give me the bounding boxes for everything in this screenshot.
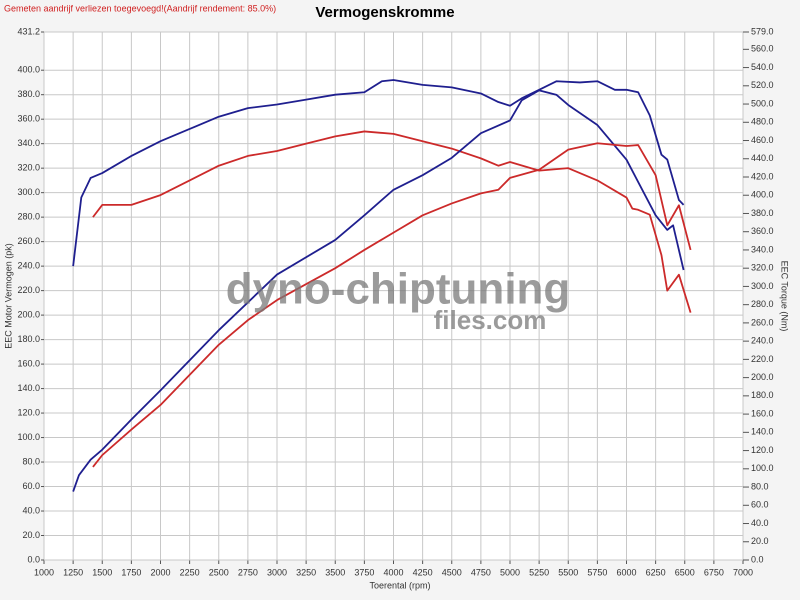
- x-tick-label: 1000: [34, 567, 54, 577]
- y-tick-label: 280.0: [17, 212, 40, 222]
- x-tick-label: 7000: [733, 567, 753, 577]
- y2-tick-label: 500.0: [751, 98, 774, 108]
- x-tick-label: 4500: [442, 567, 462, 577]
- x-tick-label: 5500: [558, 567, 578, 577]
- y2-tick-label: 60.0: [751, 500, 769, 510]
- x-tick-label: 6000: [616, 567, 636, 577]
- y2-tick-label: 240.0: [751, 336, 774, 346]
- plot: 1000 1250 1500 1750 2000 2250 2500 2750 3000 3250…: [17, 26, 773, 577]
- y2-tick-label: 340.0: [751, 244, 774, 254]
- y-tick-label: 300.0: [17, 187, 40, 197]
- y2-tick-label: 220.0: [751, 354, 774, 364]
- x-tick-label: 1500: [92, 567, 112, 577]
- x-tick-label: 4750: [471, 567, 491, 577]
- y-tick-label: 320.0: [17, 163, 40, 173]
- y-tick-label: 260.0: [17, 236, 40, 246]
- y-tick-label: 380.0: [17, 89, 40, 99]
- series-line: [92, 130, 692, 313]
- watermark: files.com: [434, 305, 547, 335]
- y2-tick-label: 140.0: [751, 427, 774, 437]
- y-tick-label: 120.0: [17, 407, 40, 417]
- y2-tick-label: 460.0: [751, 135, 774, 145]
- y2-tick-label: 180.0: [751, 390, 774, 400]
- y-tick-label: 360.0: [17, 114, 40, 124]
- y2-tick-label: 280.0: [751, 299, 774, 309]
- y2-tick-label: 80.0: [751, 481, 769, 491]
- y2-tick-label: 0.0: [751, 554, 764, 564]
- x-tick-label: 5250: [529, 567, 549, 577]
- y-tick-label: 20.0: [22, 530, 40, 540]
- x-tick-label: 5000: [500, 567, 520, 577]
- y-tick-label: 80.0: [22, 456, 40, 466]
- y-tick-label: 140.0: [17, 383, 40, 393]
- watermark: dyno-chiptuning: [226, 265, 571, 314]
- y-tick-label: 60.0: [22, 481, 40, 491]
- y2-tick-label: 480.0: [751, 117, 774, 127]
- x-axis-label: Toerental (rpm): [369, 580, 430, 590]
- y2-tick-label: 260.0: [751, 317, 774, 327]
- y-tick-label: 160.0: [17, 358, 40, 368]
- x-tick-label: 3750: [354, 567, 374, 577]
- y2-tick-label: 579.0: [751, 26, 774, 36]
- x-tick-label: 3500: [325, 567, 345, 577]
- x-tick-label: 4000: [383, 567, 403, 577]
- x-tick-label: 2250: [180, 567, 200, 577]
- x-tick-label: 6500: [675, 567, 695, 577]
- y2-tick-label: 20.0: [751, 536, 769, 546]
- y2-tick-label: 520.0: [751, 80, 774, 90]
- y2-tick-label: 120.0: [751, 445, 774, 455]
- y2-tick-label: 200.0: [751, 372, 774, 382]
- y-tick-label: 0.0: [27, 554, 40, 564]
- y2-tick-label: 400.0: [751, 190, 774, 200]
- x-tick-label: 2000: [150, 567, 170, 577]
- y-tick-label: 100.0: [17, 432, 40, 442]
- series-line: [72, 79, 685, 267]
- y2-axis-label: EEC Torque (Nm): [780, 261, 790, 332]
- x-tick-label: 3250: [296, 567, 316, 577]
- y-tick-label: 220.0: [17, 285, 40, 295]
- y-tick-label: 240.0: [17, 260, 40, 270]
- note: Gemeten aandrijf verliezen toegevoegd!(A…: [4, 3, 276, 13]
- y-tick-label: 200.0: [17, 309, 40, 319]
- y2-tick-label: 540.0: [751, 62, 774, 72]
- y-axis-label: EEC Motor Vermogen (pk): [3, 243, 13, 349]
- y2-tick-label: 300.0: [751, 281, 774, 291]
- x-tick-label: 2750: [238, 567, 258, 577]
- y-tick-label: 431.2: [17, 26, 40, 36]
- x-tick-label: 1250: [63, 567, 83, 577]
- series-line: [92, 142, 692, 468]
- y-tick-label: 40.0: [22, 505, 40, 515]
- x-tick-label: 4250: [413, 567, 433, 577]
- x-tick-label: 6250: [646, 567, 666, 577]
- y2-tick-label: 440.0: [751, 153, 774, 163]
- y2-tick-label: 380.0: [751, 208, 774, 218]
- x-tick-label: 6750: [704, 567, 724, 577]
- y-tick-label: 180.0: [17, 334, 40, 344]
- y2-tick-label: 320.0: [751, 263, 774, 273]
- x-tick-label: 2500: [209, 567, 229, 577]
- x-tick-label: 1750: [121, 567, 141, 577]
- y2-tick-label: 560.0: [751, 44, 774, 54]
- chart-title: Vermogenskromme: [315, 4, 454, 21]
- y2-tick-label: 40.0: [751, 518, 769, 528]
- y-tick-label: 340.0: [17, 138, 40, 148]
- y2-tick-label: 160.0: [751, 408, 774, 418]
- y2-tick-label: 360.0: [751, 226, 774, 236]
- x-tick-label: 3000: [267, 567, 287, 577]
- y2-tick-label: 100.0: [751, 463, 774, 473]
- y2-tick-label: 420.0: [751, 171, 774, 181]
- series-line: [72, 89, 685, 492]
- y-tick-label: 400.0: [17, 65, 40, 75]
- x-tick-label: 5750: [587, 567, 607, 577]
